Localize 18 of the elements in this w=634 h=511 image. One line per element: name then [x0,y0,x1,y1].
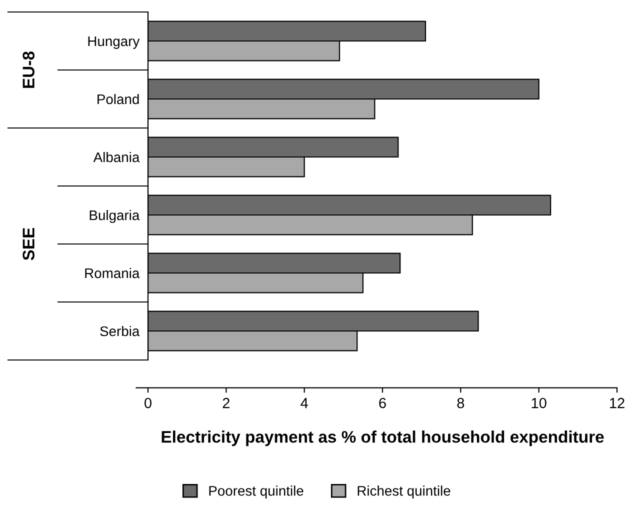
text: SEE [22,228,34,260]
x-tick-label: 12 [610,398,624,408]
legend-label: Poorest quintile [209,486,304,498]
y-tick-label: Poland [98,94,139,104]
y-tick-label: Hungary [88,36,140,49]
y-tick-label: Albania [93,152,140,162]
y-tick-label: Bulgaria [90,210,140,223]
y-tick-label: Serbia [100,326,140,336]
x-axis-title: Electricity payment as % of total household expenditure [162,430,604,446]
x-tick-label: 2 [222,398,230,408]
legend-label: Richest quintile [358,486,450,498]
x-tick-label: 10 [532,398,546,408]
x-tick-label: 0 [144,398,152,408]
x-tick-label: 4 [300,398,308,408]
x-tick-label: 8 [457,398,464,408]
y-tick-label: Romania [85,268,140,278]
text: EU-8 [22,52,34,88]
x-tick-label: 6 [379,398,386,408]
